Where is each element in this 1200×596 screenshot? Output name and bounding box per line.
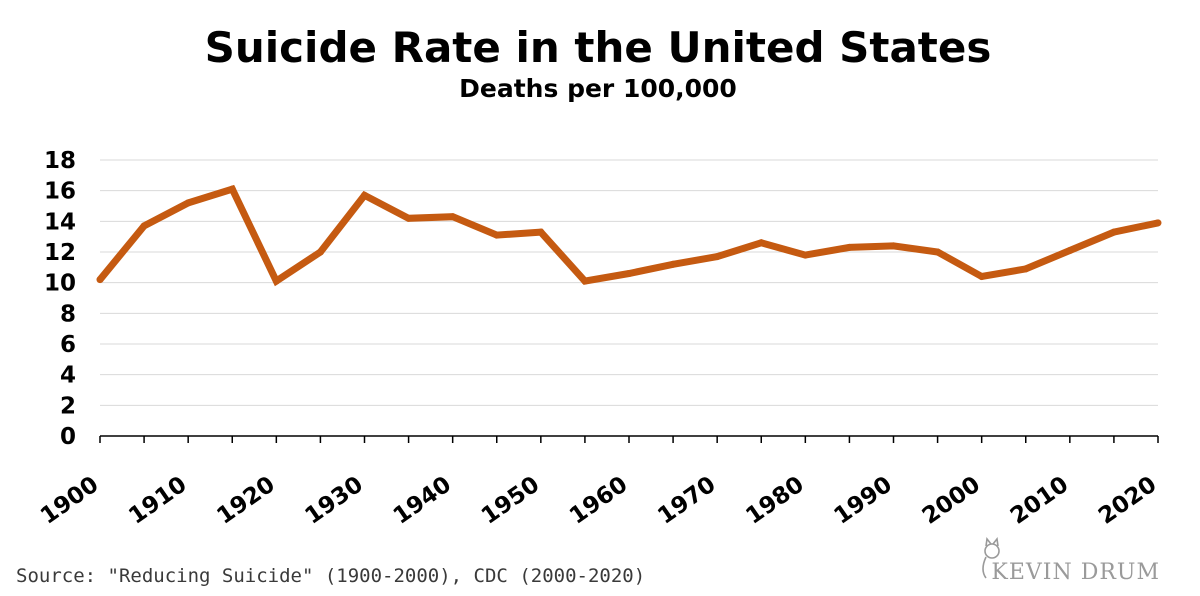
cat-icon bbox=[982, 537, 1000, 579]
data-point bbox=[625, 269, 633, 277]
y-tick-label: 14 bbox=[44, 209, 76, 235]
data-point bbox=[978, 273, 986, 281]
data-point bbox=[1022, 265, 1030, 273]
x-tick-label: 1920 bbox=[212, 472, 279, 530]
x-tick-label: 2000 bbox=[918, 472, 985, 530]
data-point bbox=[890, 242, 897, 250]
x-tick-label: 1950 bbox=[477, 472, 544, 530]
y-axis: 0 2 4 6 8 10 12 14 16 18 bbox=[44, 148, 76, 450]
data-point bbox=[272, 277, 280, 285]
brand-name: KEVIN DRUM bbox=[991, 560, 1160, 585]
brand-logo: KEVIN DRUM bbox=[982, 537, 1160, 585]
series-line bbox=[97, 184, 1159, 287]
x-tick-label: 1980 bbox=[741, 472, 808, 530]
source-note: Source: "Reducing Suicide" (1900-2000), … bbox=[16, 565, 645, 587]
y-tick-label: 6 bbox=[60, 332, 76, 358]
x-tick-label: 1930 bbox=[301, 472, 368, 530]
y-tick-label: 8 bbox=[60, 301, 76, 327]
data-point bbox=[405, 214, 413, 222]
y-tick-label: 10 bbox=[44, 271, 76, 297]
x-tick-label: 2020 bbox=[1094, 472, 1161, 530]
x-axis: 1900 1910 1920 1930 1940 1950 1960 1970 1980 1990… bbox=[36, 435, 1161, 530]
data-point bbox=[537, 228, 545, 236]
data-point bbox=[581, 277, 589, 285]
data-point bbox=[801, 251, 809, 259]
x-tick-label: 1940 bbox=[389, 472, 456, 530]
x-tick-label: 2010 bbox=[1006, 472, 1073, 530]
y-tick-label: 2 bbox=[60, 393, 76, 419]
data-point bbox=[449, 213, 457, 221]
data-point bbox=[934, 248, 942, 256]
data-point bbox=[669, 260, 677, 268]
data-point bbox=[845, 243, 853, 251]
data-point bbox=[1110, 228, 1118, 236]
x-tick-label: 1970 bbox=[653, 472, 720, 530]
x-tick-label: 1990 bbox=[830, 472, 897, 530]
data-point bbox=[316, 248, 324, 256]
y-tick-label: 16 bbox=[44, 179, 76, 205]
x-tick-label: 1960 bbox=[565, 472, 632, 530]
y-tick-label: 4 bbox=[60, 363, 76, 389]
data-point bbox=[184, 199, 192, 207]
y-tick-label: 18 bbox=[44, 148, 76, 174]
data-point bbox=[713, 253, 721, 261]
y-tick-label: 12 bbox=[44, 240, 76, 266]
series-layer bbox=[96, 184, 1162, 287]
x-tick-label: 1900 bbox=[36, 472, 103, 530]
gridlines bbox=[100, 159, 1158, 406]
data-point bbox=[140, 222, 148, 230]
x-tick-label: 1910 bbox=[124, 472, 191, 530]
data-point bbox=[757, 239, 765, 247]
data-point bbox=[228, 185, 236, 193]
data-point bbox=[361, 191, 368, 199]
data-point bbox=[1066, 246, 1074, 254]
y-tick-label: 0 bbox=[60, 424, 76, 450]
chart-title: Suicide Rate in the United States bbox=[205, 23, 992, 72]
data-point bbox=[96, 276, 104, 284]
data-point bbox=[1154, 219, 1162, 227]
chart-subtitle: Deaths per 100,000 bbox=[459, 74, 737, 103]
data-point bbox=[493, 231, 501, 239]
